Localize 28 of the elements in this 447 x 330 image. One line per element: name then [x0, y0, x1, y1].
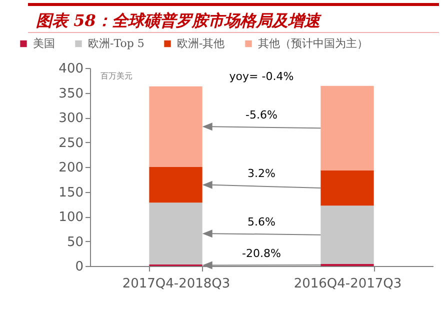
- x-tick-label: 2016Q4-2017Q3: [294, 276, 402, 292]
- y-tick-label: 100: [58, 210, 84, 225]
- bar: [149, 86, 202, 167]
- y-tick-label: 50: [66, 234, 84, 250]
- y-tick-label: 150: [58, 185, 84, 200]
- bar: [320, 170, 374, 206]
- y-tick-label: 400: [58, 62, 84, 76]
- annotation: 5.6%: [248, 216, 276, 229]
- bar: [320, 206, 374, 264]
- bar: [149, 167, 202, 203]
- annotation: yoy= -0.4%: [229, 70, 294, 83]
- chart-title: 图表 58：全球磺普罗胺市场格局及增速: [28, 3, 439, 33]
- annotation: 3.2%: [248, 166, 276, 180]
- y-tick-label: 300: [58, 111, 84, 126]
- annotation: -5.6%: [246, 108, 278, 122]
- y-tick-label: 350: [58, 86, 84, 102]
- legend-label: 欧洲-其他: [177, 36, 225, 50]
- legend-label: 其他（预计中国为主）: [258, 36, 368, 50]
- bar: [320, 86, 374, 170]
- legend-label: 美国: [33, 36, 55, 50]
- y-tick-label: 250: [58, 136, 84, 151]
- legend-label: 欧洲-Top 5: [88, 36, 144, 50]
- annotation: -20.8%: [242, 247, 281, 260]
- y-tick-label: 0: [75, 260, 84, 274]
- y-axis-title: 百万美元: [100, 72, 132, 80]
- bar: [149, 202, 202, 265]
- x-tick-label: 2017Q4-2018Q3: [122, 276, 230, 292]
- y-tick-label: 200: [58, 160, 84, 176]
